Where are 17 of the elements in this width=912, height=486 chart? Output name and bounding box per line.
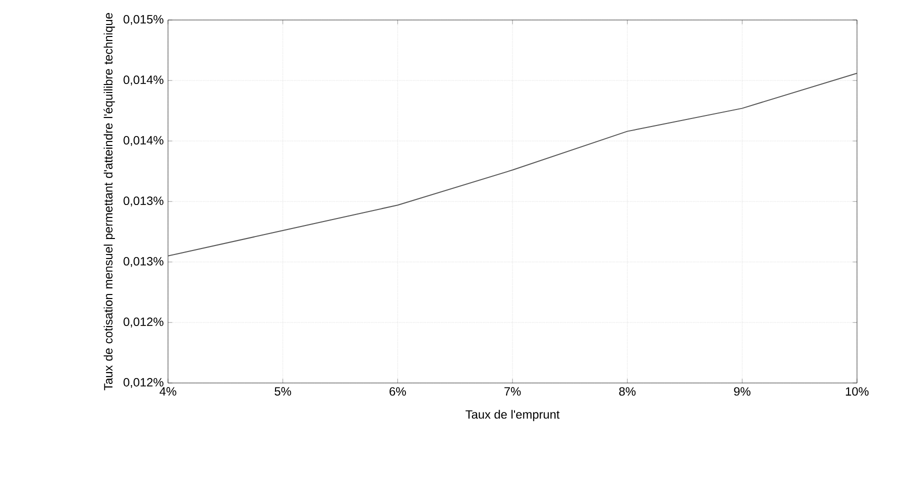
y-tick-label: 0,015% [124, 15, 164, 25]
x-tick-label: 4% [160, 387, 176, 396]
x-tick-label: 5% [274, 387, 292, 396]
y-tick-label: 0,012% [124, 318, 164, 328]
x-axis-title: Taux de l'emprunt [466, 410, 560, 422]
y-tick-label: 0,012% [124, 378, 164, 388]
y-tick-label: 0,013% [124, 196, 164, 206]
y-axis-title: Taux de cotisation mensuel permettant d'atteindre l'équilibre technique [104, 13, 115, 390]
y-tick-label: 0,013% [124, 257, 164, 267]
y-tick-label: 0,014% [124, 76, 164, 86]
x-tick-label: 8% [619, 387, 636, 396]
x-tick-label: 7% [504, 387, 521, 396]
x-tick-label: 10% [846, 387, 869, 396]
line-series [168, 72, 857, 256]
x-tick-label: 9% [734, 387, 750, 396]
x-tick-label: 6% [390, 387, 406, 396]
y-tick-label: 0,014% [124, 136, 164, 146]
